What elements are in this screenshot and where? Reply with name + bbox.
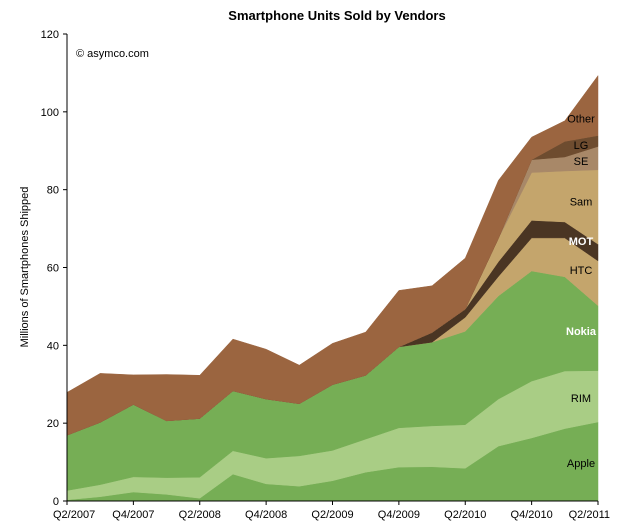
series-label-nokia: Nokia bbox=[566, 326, 597, 338]
area-other bbox=[66, 74, 599, 436]
x-tick-labels: Q2/2007 Q4/2007 Q2/2008 Q4/2008 Q2/2009 Q4/20… bbox=[53, 509, 610, 521]
y-tick-label: 20 bbox=[47, 418, 59, 430]
series-areas bbox=[66, 74, 599, 502]
series-label-mot: MOT bbox=[569, 236, 594, 248]
y-tick-label: 60 bbox=[47, 263, 59, 275]
series-label-rim: RIM bbox=[571, 393, 591, 405]
x-tick-label: Q4/2010 bbox=[511, 509, 553, 521]
series-label-sam: Sam bbox=[570, 197, 593, 209]
y-tick-label: 100 bbox=[41, 107, 59, 119]
y-tick-label: 40 bbox=[47, 340, 59, 352]
y-tick-label: 120 bbox=[41, 29, 59, 41]
chart-title: Smartphone Units Sold by Vendors bbox=[228, 8, 445, 23]
series-label-other: Other bbox=[567, 114, 595, 126]
x-tick-label: Q2/2010 bbox=[444, 509, 486, 521]
y-tick-label: 0 bbox=[53, 496, 59, 508]
series-label-lg: LG bbox=[574, 140, 589, 152]
series-label-apple: Apple bbox=[567, 458, 595, 470]
x-tick-label: Q4/2008 bbox=[245, 509, 287, 521]
y-tick-labels: 0 20 40 60 80 100 120 bbox=[41, 29, 59, 508]
x-tick-label: Q2/2009 bbox=[311, 509, 353, 521]
series-label-htc: HTC bbox=[570, 265, 593, 277]
x-tick-label: Q2/2008 bbox=[179, 509, 221, 521]
y-axis-label: Millions of Smartphones Shipped bbox=[19, 187, 31, 348]
credit-text: © asymco.com bbox=[76, 48, 149, 60]
x-tick-label: Q2/2007 bbox=[53, 509, 95, 521]
y-tick-label: 80 bbox=[47, 185, 59, 197]
x-tick-label: Q4/2009 bbox=[378, 509, 420, 521]
series-labels: Apple RIM Nokia HTC MOT Sam SE LG Other bbox=[566, 114, 597, 471]
axes bbox=[63, 33, 599, 505]
x-tick-label: Q2/2011 bbox=[569, 509, 610, 521]
x-tick-label: Q4/2007 bbox=[112, 509, 154, 521]
series-label-se: SE bbox=[574, 156, 589, 168]
